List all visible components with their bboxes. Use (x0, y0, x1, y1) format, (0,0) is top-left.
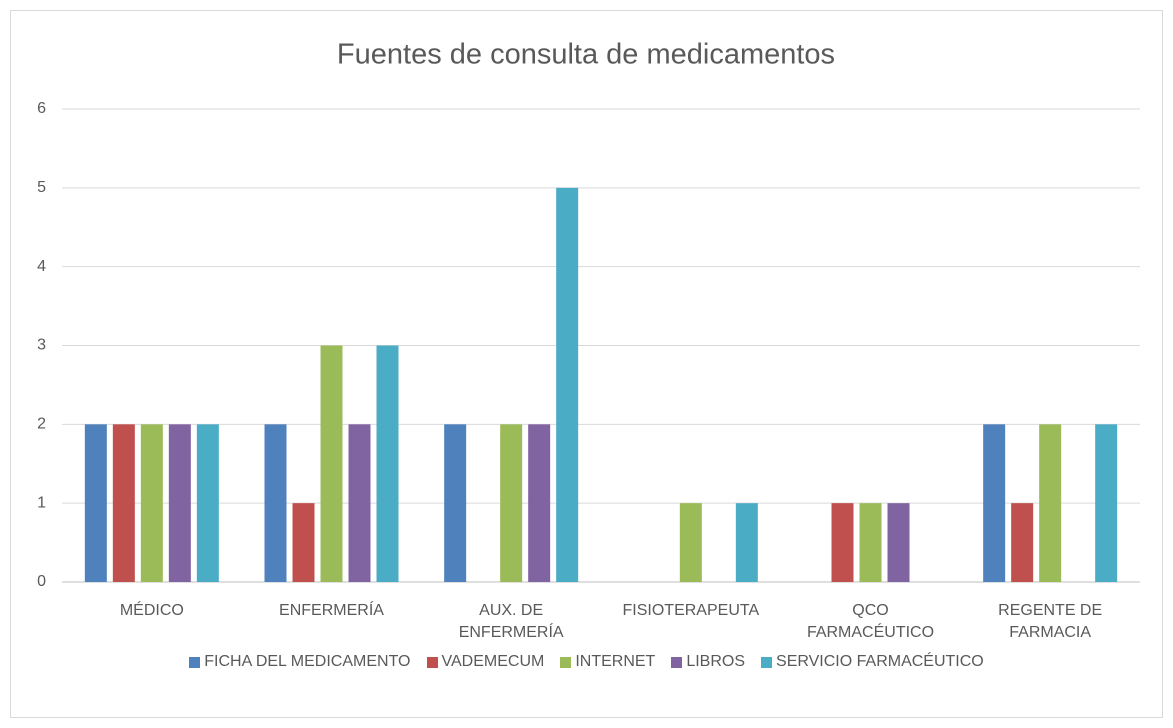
bar (1011, 503, 1034, 582)
bar (196, 424, 219, 582)
y-tick-label: 2 (37, 416, 46, 433)
legend-item: VADEMECUM (426, 653, 545, 671)
bar (679, 503, 702, 582)
legend-item: SERVICIO FARMACÉUTICO (761, 653, 984, 671)
bar (735, 503, 758, 582)
bar (112, 424, 135, 582)
bar (84, 424, 107, 582)
x-tick-label: QCO FARMACÉUTICO (806, 602, 935, 641)
legend-swatch (671, 656, 683, 668)
legend-label: VADEMECUM (441, 653, 545, 670)
bar (168, 424, 191, 582)
bar (500, 424, 523, 582)
bar (1039, 424, 1062, 582)
bar (1095, 424, 1118, 582)
legend-item: LIBROS (671, 653, 745, 671)
legend: FICHA DEL MEDICAMENTO VADEMECUM INTERNET LI… (0, 653, 1173, 671)
bar (983, 424, 1006, 582)
legend-label: LIBROS (686, 653, 746, 670)
bar (140, 424, 163, 582)
y-tick-label: 0 (37, 573, 46, 590)
bar (859, 503, 882, 582)
y-tick-label: 6 (37, 100, 46, 117)
y-tick-label: 3 (37, 337, 46, 354)
legend-label: INTERNET (575, 653, 656, 670)
legend-label: SERVICIO FARMACÉUTICO (776, 653, 984, 670)
y-tick-label: 4 (37, 258, 46, 275)
y-tick-label: 1 (37, 494, 46, 511)
bar (444, 424, 467, 582)
bar (556, 187, 579, 583)
y-tick-label: 5 (37, 179, 46, 196)
chart-title: Fuentes de consulta de medicamentos (337, 39, 835, 71)
legend-item: FICHA DEL MEDICAMENTO (189, 653, 411, 671)
legend-label: FICHA DEL MEDICAMENTO (204, 653, 411, 670)
bar (376, 345, 399, 582)
bar (264, 424, 287, 582)
chart-border (10, 10, 1163, 718)
x-tick-label: ENFERMERÍA (279, 602, 384, 619)
legend-swatch (426, 656, 438, 668)
x-tick-label: MÉDICO (119, 602, 184, 619)
bar (348, 424, 371, 582)
bar (528, 424, 551, 582)
bar (831, 503, 854, 582)
legend-swatch (189, 656, 201, 668)
bar (320, 345, 343, 582)
legend-swatch (560, 656, 572, 668)
legend-item: INTERNET (560, 653, 655, 671)
bar (887, 503, 910, 582)
x-tick-label: AUX. DE ENFERMERÍA (458, 602, 564, 641)
bar (292, 503, 315, 582)
x-tick-label: REGENTE DE FARMACIA (998, 602, 1103, 641)
legend-swatch (761, 656, 773, 668)
x-tick-label: FISIOTERAPEUTA (622, 602, 760, 619)
